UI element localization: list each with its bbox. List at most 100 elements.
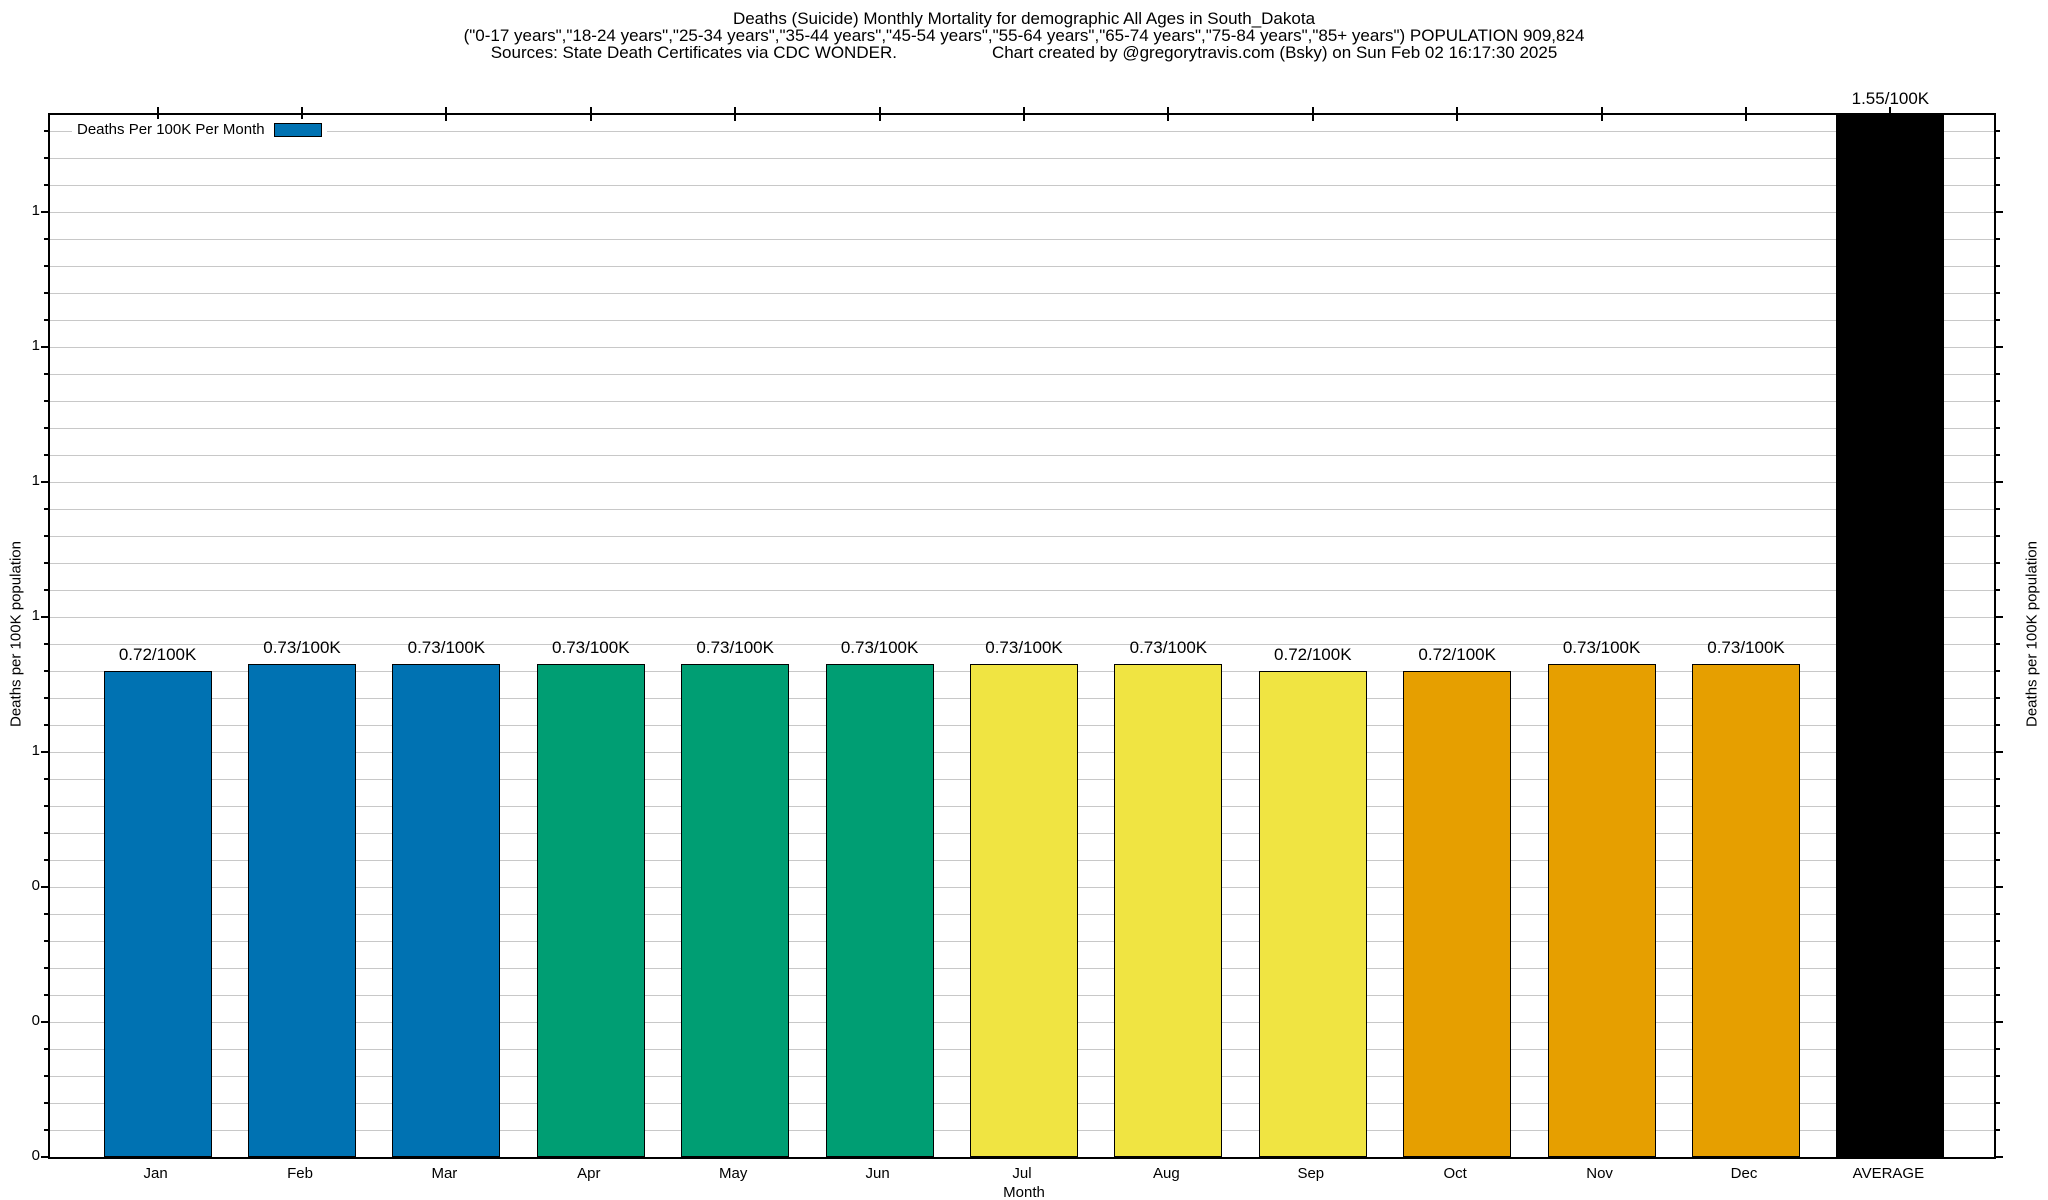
- y-tick-left: [44, 1048, 50, 1051]
- gridline: [50, 374, 1994, 376]
- bar-value-label-jun: 0.73/100K: [840, 638, 919, 658]
- y-tick-right: [1994, 184, 2000, 187]
- y-tick-right: [1994, 373, 2000, 376]
- gridline: [50, 455, 1994, 457]
- y-tick-left: [44, 562, 50, 565]
- bar-value-label-average: 1.55/100K: [1851, 89, 1930, 108]
- bar-mar: [392, 664, 501, 1157]
- y-tick-left: [41, 1156, 50, 1158]
- y-tick-left: [41, 211, 50, 214]
- y-tick-right: [1994, 481, 2003, 484]
- bar-value-label-mar: 0.73/100K: [407, 638, 486, 658]
- y-tick-right: [1994, 940, 2000, 943]
- y-tick-right: [1994, 724, 2000, 727]
- gridline: [50, 617, 1994, 619]
- y-axis-label-right: Deaths per 100K population: [2023, 541, 2041, 727]
- bar-aug: [1114, 664, 1223, 1157]
- y-tick-left: [44, 535, 50, 538]
- y-tick-left: [44, 454, 50, 457]
- x-tick-label-mar: Mar: [431, 1165, 458, 1182]
- x-tick-label-average: AVERAGE: [1852, 1165, 1925, 1182]
- bar-sep: [1258, 671, 1367, 1157]
- chart-title-line1: Deaths (Suicide) Monthly Mortality for d…: [732, 9, 1316, 28]
- bar-value-label-nov: 0.73/100K: [1562, 638, 1641, 658]
- gridline: [50, 320, 1994, 322]
- y-tick-label: 0: [31, 1147, 40, 1164]
- bar-feb: [248, 664, 356, 1157]
- y-tick-right: [1994, 1048, 2000, 1051]
- y-tick-label: 1: [31, 472, 40, 490]
- bar-apr: [536, 664, 645, 1157]
- y-tick-right: [1994, 832, 2000, 835]
- bar-value-label-aug: 0.73/100K: [1129, 638, 1208, 658]
- y-tick-left: [44, 184, 50, 187]
- x-tick-label-may: May: [719, 1165, 748, 1182]
- y-tick-left: [44, 994, 50, 997]
- bar-oct: [1403, 671, 1512, 1157]
- y-tick-right: [1994, 292, 2000, 295]
- y-tick-left: [44, 319, 50, 322]
- x-tick-top: [1023, 107, 1025, 121]
- bar-may: [681, 664, 790, 1157]
- y-tick-left: [41, 346, 50, 349]
- bar-value-label-sep: 0.72/100K: [1274, 645, 1352, 665]
- y-tick-label: 0: [31, 877, 40, 895]
- x-tick-top: [878, 107, 881, 121]
- x-tick-label-feb: Feb: [287, 1165, 313, 1182]
- y-tick-left: [44, 940, 50, 943]
- gridline: [50, 266, 1994, 268]
- x-tick-label-oct: Oct: [1443, 1165, 1467, 1182]
- y-tick-right: [1994, 130, 2000, 133]
- y-axis-label-left: Deaths per 100K population: [7, 541, 25, 727]
- gridline: [50, 509, 1994, 511]
- gridline: [50, 536, 1994, 538]
- y-tick-left: [44, 589, 50, 592]
- y-tick-left: [44, 670, 50, 673]
- bar-jun: [825, 664, 934, 1157]
- x-tick-label-sep: Sep: [1297, 1165, 1325, 1182]
- bar-average: [1836, 115, 1945, 1157]
- x-tick-top: [301, 107, 303, 121]
- x-tick-label-jan: Jan: [143, 1165, 168, 1182]
- x-tick-top: [734, 107, 737, 121]
- gridline: [50, 347, 1994, 349]
- bar-value-label-may: 0.73/100K: [696, 638, 774, 658]
- y-tick-right: [1994, 211, 2003, 214]
- y-tick-left: [44, 697, 50, 700]
- x-tick-top: [589, 107, 592, 121]
- y-tick-right: [1994, 643, 2000, 646]
- y-tick-right: [1994, 994, 2000, 997]
- y-tick-left: [44, 967, 50, 970]
- chart-title-line3: Sources: State Death Certificates via CD…: [0, 44, 2048, 61]
- gridline: [50, 185, 1994, 187]
- x-tick-top: [445, 107, 448, 121]
- x-tick-top: [1745, 107, 1747, 121]
- gridline: [50, 401, 1994, 403]
- legend-series-label: Deaths Per 100K Per Month: [77, 121, 265, 138]
- gridline: [50, 563, 1994, 565]
- x-tick-label-dec: Dec: [1730, 1165, 1758, 1182]
- y-tick-right: [1994, 1156, 2003, 1158]
- x-tick-label-aug: Aug: [1153, 1165, 1180, 1182]
- y-tick-left: [44, 373, 50, 376]
- x-tick-top: [1456, 107, 1459, 121]
- x-tick-label-jul: Jul: [1012, 1165, 1032, 1182]
- y-tick-right: [1994, 265, 2000, 268]
- y-tick-left: [44, 292, 50, 295]
- gridline: [50, 212, 1994, 214]
- y-tick-right: [1994, 400, 2000, 403]
- x-tick-top: [1889, 107, 1892, 121]
- bar-jul: [970, 664, 1078, 1157]
- y-tick-right: [1994, 157, 2000, 160]
- legend: Deaths Per 100K Per Month: [72, 119, 327, 140]
- bar-dec: [1692, 664, 1800, 1157]
- gridline: [50, 482, 1994, 484]
- y-tick-left: [44, 427, 50, 430]
- y-tick-left: [44, 724, 50, 727]
- y-tick-left: [41, 1021, 50, 1024]
- y-tick-right: [1994, 589, 2000, 592]
- chart-title-block: Deaths (Suicide) Monthly Mortality for d…: [0, 10, 2048, 61]
- y-tick-right: [1994, 319, 2000, 322]
- y-tick-right: [1994, 616, 2003, 619]
